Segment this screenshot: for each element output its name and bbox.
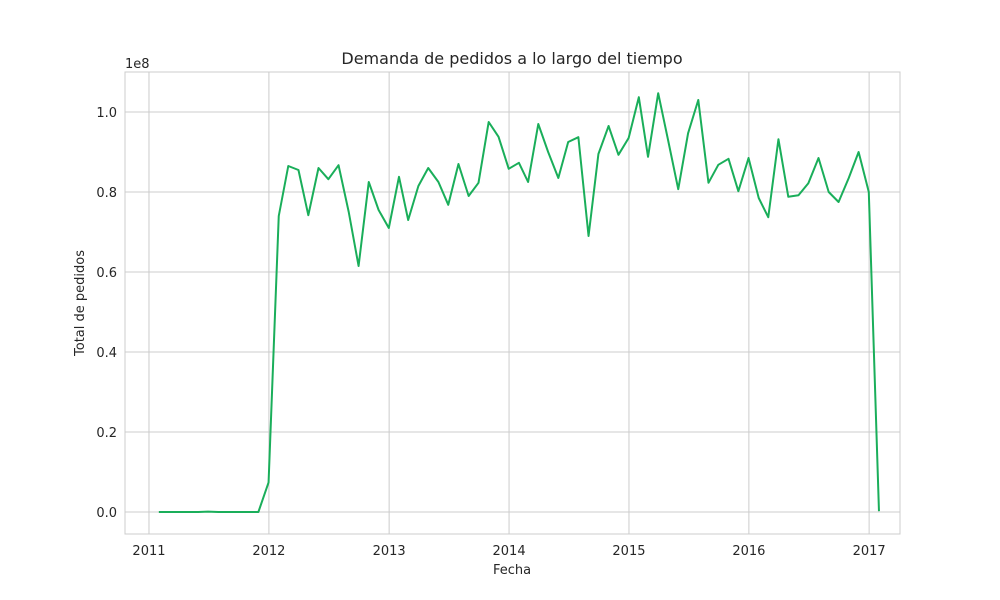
y-tick-label: 0.2 — [96, 426, 117, 441]
series-line — [158, 92, 880, 513]
x-tick-label: 2014 — [493, 544, 526, 559]
y-tick-label: 0.4 — [96, 346, 117, 361]
x-tick-label: 2012 — [252, 544, 285, 559]
x-tick-label: 2017 — [853, 544, 886, 559]
y-tick-label: 1.0 — [96, 106, 117, 121]
x-tick-label: 2016 — [732, 544, 765, 559]
y-tick-labels: 0.0 0.2 0.4 0.6 0.8 1.0 — [96, 106, 117, 521]
x-grid — [148, 72, 870, 534]
x-tick-label: 2013 — [373, 544, 406, 559]
chart-title: Demanda de pedidos a lo largo del tiempo — [341, 49, 682, 68]
x-tick-label: 2011 — [132, 544, 165, 559]
plot-frame — [124, 71, 901, 535]
x-tick-labels: 2011 2012 2013 2014 2015 2016 2017 — [132, 544, 885, 559]
y-tick-label: 0.0 — [96, 506, 117, 521]
x-tick-label: 2015 — [612, 544, 645, 559]
y-tick-label: 0.8 — [96, 186, 117, 201]
y-tick-label: 0.6 — [96, 266, 117, 281]
y-axis-label: Total de pedidos — [73, 250, 88, 357]
y-offset-label: 1e8 — [125, 57, 150, 72]
x-axis-label: Fecha — [493, 563, 531, 578]
